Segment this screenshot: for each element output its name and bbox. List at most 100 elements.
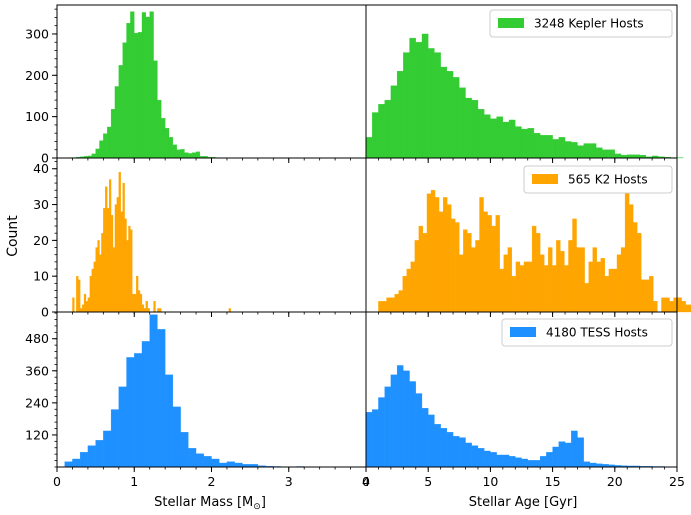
k2-age-bar [535, 233, 541, 313]
k2-age-bar [523, 261, 529, 313]
kepler-age-bar [540, 135, 547, 159]
k2-age-bar [438, 211, 444, 313]
kepler-age-bar [384, 99, 392, 159]
k2-age-bar [576, 247, 581, 313]
tess-age-bar [527, 460, 535, 468]
k2-mass-bar [110, 215, 114, 313]
k2-age-bar [390, 297, 395, 313]
k2-mass-bar [103, 207, 106, 313]
kepler-age-bar [583, 143, 591, 159]
k2-age-bar [402, 276, 407, 313]
k2-age-bar [584, 283, 589, 313]
tess-mass-bar [118, 386, 127, 468]
k2-mass-bar [157, 308, 160, 313]
k2-age-bar [612, 268, 618, 313]
kepler-mass-bar [122, 42, 127, 159]
tess-age-bar [552, 446, 559, 468]
kepler-age-bar [546, 135, 553, 159]
kepler-age-bar [490, 118, 497, 159]
kepler-age-bar [614, 153, 622, 159]
tess-age-bar [484, 450, 491, 468]
k2-age-bar [378, 301, 383, 313]
tess-age-bar [471, 445, 479, 468]
kepler-age-bar [378, 104, 385, 159]
tess-mass-xtick-label: 3 [285, 474, 293, 489]
k2-mass-bar [116, 197, 119, 313]
kepler-age-bar [409, 37, 416, 159]
legend-k2: 565 K2 Hosts [523, 165, 673, 194]
kepler-age-bar [589, 143, 597, 159]
k2-age-bar [600, 258, 605, 313]
tess-age-bar [446, 432, 454, 468]
kepler-age-bar [521, 128, 528, 159]
k2-age-bar [410, 261, 415, 313]
k2-mass-ytick-label: 20 [33, 233, 49, 248]
k2-age-bar [447, 204, 452, 313]
kepler-mass-bar [168, 137, 174, 159]
kepler-age-bar [365, 137, 373, 159]
kepler-mass-bar [99, 140, 104, 159]
k2-age-bar [471, 247, 476, 313]
kepler-mass-bar [114, 86, 119, 159]
kepler-age-bar [434, 52, 441, 159]
legend-kepler: 3248 Kepler Hosts [489, 9, 673, 38]
tess-age-bar [372, 409, 379, 468]
tess-mass-bar [219, 462, 228, 468]
k2-age-bar [637, 233, 642, 313]
k2-age-bar [552, 265, 557, 313]
kepler-mass-bar [126, 23, 131, 159]
k2-mass-bar [89, 276, 92, 313]
kepler-age-bar [571, 142, 578, 159]
k2-age-bar [620, 247, 626, 313]
k2-age-bar [483, 211, 488, 313]
k2-age-bar [434, 197, 440, 313]
tess-age-bar [496, 454, 503, 468]
kepler-age-bar [508, 119, 516, 159]
k2-mass-bar [85, 301, 89, 313]
k2-age-bar [459, 254, 464, 313]
tess-age-bar [571, 430, 578, 468]
k2-mass-bar [124, 218, 127, 313]
tess-mass-bar [195, 453, 204, 468]
kepler-age-bar [608, 149, 615, 159]
tess-mass-bar [203, 456, 212, 468]
k2-age-bar [677, 297, 682, 313]
kepler-age-bar [496, 116, 503, 159]
k2-age-bar [560, 250, 565, 313]
kepler-age-bar [595, 147, 603, 159]
k2-mass-bar [93, 261, 96, 313]
k2-age-bar [495, 215, 500, 313]
k2-age-bar [653, 301, 658, 313]
k2-mass-bar [95, 247, 98, 313]
k2-age-bar [418, 225, 424, 313]
tess-age-bar [546, 452, 553, 468]
kepler-mass-bar [141, 12, 146, 159]
kepler-age-bar [552, 139, 559, 159]
k2-age-bar [544, 265, 549, 313]
tess-mass-bar [72, 458, 81, 468]
kepler-age-bar [558, 137, 566, 159]
kepler-mass-bar [176, 149, 181, 159]
x-axis-label-mass: Stellar Mass [M⊙] [154, 495, 266, 512]
k2-mass-bar [145, 301, 148, 313]
tess-mass-xtick-label: 0 [53, 474, 61, 489]
tess-age-bar [421, 408, 429, 468]
k2-mass-bar [87, 297, 90, 313]
k2-mass-bar [122, 182, 125, 313]
x-axis-label-age: Stellar Age [Gyr] [469, 495, 578, 510]
k2-mass-bar [108, 179, 112, 313]
k2-mass-bar [228, 308, 231, 313]
kepler-age-bar [502, 121, 510, 159]
tess-age-bar [365, 412, 373, 468]
k2-age-bar [398, 290, 403, 313]
kepler-age-bar [396, 71, 404, 159]
k2-mass-ytick-label: 10 [33, 269, 49, 284]
tess-age-xtick-label: 15 [545, 474, 561, 489]
tess-age-xtick-label: 10 [482, 474, 498, 489]
legend-tess: 4180 TESS Hosts [501, 318, 673, 347]
tess-mass-bar [234, 462, 243, 468]
kepler-age-bar [428, 48, 435, 159]
kepler-age-bar [602, 149, 609, 159]
kepler-age-bar [484, 114, 491, 159]
